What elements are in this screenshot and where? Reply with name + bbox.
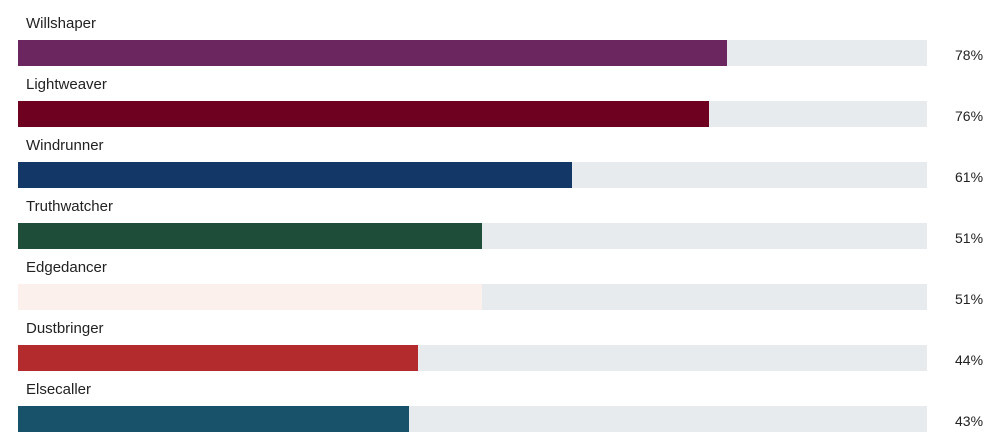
bar-track bbox=[18, 223, 927, 249]
value-label: 61% bbox=[955, 169, 984, 185]
bar bbox=[18, 162, 572, 188]
value-label: 44% bbox=[955, 352, 984, 368]
bar-row: Edgedancer 51% bbox=[0, 257, 1000, 318]
value-label: 78% bbox=[955, 47, 984, 63]
category-label: Dustbringer bbox=[26, 320, 104, 337]
category-label: Truthwatcher bbox=[26, 198, 113, 215]
bar bbox=[18, 406, 409, 432]
bar-track bbox=[18, 284, 927, 310]
bar bbox=[18, 223, 482, 249]
category-label: Edgedancer bbox=[26, 259, 107, 276]
category-label: Elsecaller bbox=[26, 381, 92, 398]
bar-track bbox=[18, 406, 927, 432]
bar-track bbox=[18, 101, 927, 127]
bar-track bbox=[18, 40, 927, 66]
bar bbox=[18, 101, 709, 127]
value-label: 51% bbox=[955, 230, 984, 246]
bar-row: Windrunner 61% bbox=[0, 135, 1000, 196]
value-label: 51% bbox=[955, 291, 984, 307]
category-label: Willshaper bbox=[26, 15, 97, 32]
bar-row: Lightweaver 76% bbox=[0, 74, 1000, 135]
bar-row: Dustbringer 44% bbox=[0, 318, 1000, 379]
value-label: 76% bbox=[955, 108, 984, 124]
bar-track bbox=[18, 162, 927, 188]
bar bbox=[18, 284, 482, 310]
bar-row: Willshaper 78% bbox=[0, 13, 1000, 74]
bar bbox=[18, 40, 727, 66]
bar bbox=[18, 345, 418, 371]
category-label: Windrunner bbox=[26, 137, 104, 154]
bar-row: Elsecaller 43% bbox=[0, 379, 1000, 440]
category-label: Lightweaver bbox=[26, 76, 107, 93]
bar-track bbox=[18, 345, 927, 371]
value-label: 43% bbox=[955, 413, 984, 429]
bar-row: Truthwatcher 51% bbox=[0, 196, 1000, 257]
